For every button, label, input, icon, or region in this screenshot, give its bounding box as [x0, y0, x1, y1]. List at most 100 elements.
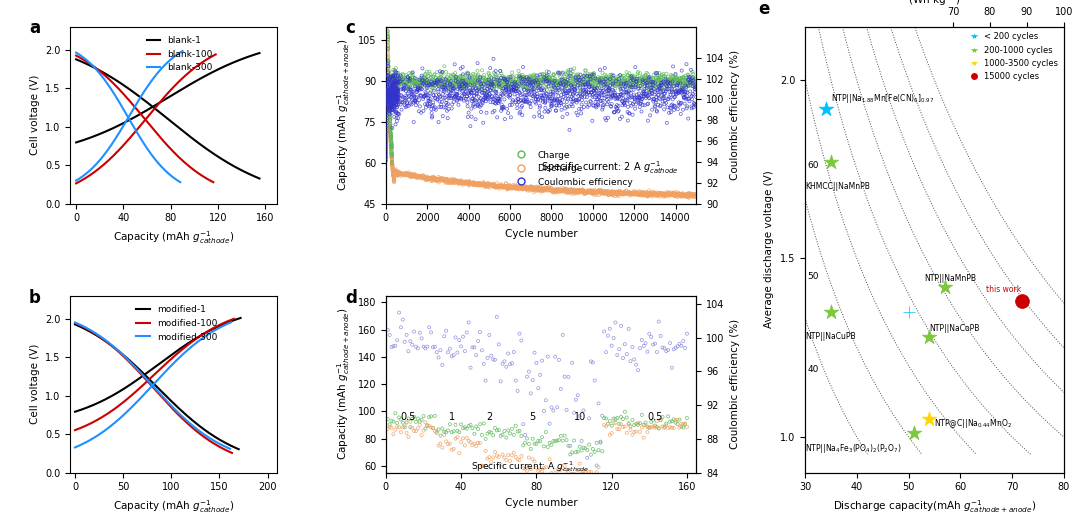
- Point: [400, 414, 417, 423]
- Point: [593, 84, 610, 93]
- Point: [508, 72, 525, 80]
- Point: [551, 80, 568, 88]
- Point: [612, 413, 630, 421]
- Point: [553, 72, 570, 81]
- Point: [585, 188, 603, 196]
- Point: [379, 12, 396, 20]
- Point: [571, 186, 589, 194]
- Point: [393, 77, 410, 85]
- Point: [505, 348, 523, 356]
- Point: [456, 80, 473, 89]
- Point: [652, 332, 670, 340]
- Point: [387, 71, 404, 80]
- Point: [548, 187, 565, 195]
- Point: [637, 339, 654, 347]
- Point: [441, 94, 458, 102]
- Point: [598, 189, 616, 197]
- Point: [688, 93, 705, 101]
- Point: [537, 97, 554, 105]
- Point: [454, 76, 471, 84]
- Point: [429, 75, 446, 83]
- Point: [453, 81, 470, 90]
- Point: [487, 71, 504, 79]
- Point: [442, 176, 459, 184]
- Point: [505, 90, 523, 99]
- Point: [647, 190, 664, 198]
- Point: [586, 187, 604, 196]
- Point: [590, 188, 607, 196]
- Point: [475, 74, 492, 82]
- Point: [648, 191, 665, 199]
- Point: [384, 94, 402, 102]
- Point: [418, 78, 435, 87]
- Point: [518, 80, 536, 89]
- Point: [382, 124, 400, 132]
- Point: [463, 424, 481, 432]
- Point: [653, 91, 671, 99]
- Point: [437, 75, 455, 84]
- Point: [458, 84, 475, 93]
- Point: [583, 187, 600, 195]
- Point: [387, 66, 404, 74]
- Point: [594, 101, 611, 109]
- Point: [577, 83, 594, 91]
- Point: [598, 74, 616, 82]
- Point: [540, 80, 557, 88]
- Point: [387, 168, 404, 177]
- Point: [605, 87, 622, 96]
- Point: [642, 73, 659, 82]
- Point: [438, 76, 456, 84]
- Point: [621, 72, 638, 81]
- Point: [585, 89, 603, 97]
- Point: [539, 185, 556, 194]
- Point: [578, 89, 595, 98]
- Point: [379, 3, 396, 12]
- Point: [405, 172, 422, 181]
- Point: [453, 438, 470, 447]
- Point: [546, 186, 564, 194]
- Point: [534, 79, 551, 87]
- Point: [540, 108, 557, 116]
- Point: [380, 90, 397, 99]
- Point: [558, 186, 576, 195]
- Point: [610, 72, 627, 81]
- Point: [637, 421, 654, 430]
- Point: [390, 169, 407, 177]
- Point: [678, 60, 696, 68]
- Point: [380, 97, 397, 106]
- Point: [511, 427, 528, 435]
- Point: [485, 183, 502, 191]
- Point: [388, 169, 405, 178]
- Point: [389, 73, 406, 82]
- Point: [380, 81, 397, 89]
- Point: [561, 186, 578, 195]
- Point: [503, 68, 521, 77]
- Point: [386, 176, 403, 185]
- Point: [636, 190, 653, 199]
- Point: [495, 105, 512, 113]
- Point: [684, 190, 701, 199]
- Point: [625, 76, 643, 85]
- Point: [531, 185, 549, 193]
- Point: [391, 170, 408, 179]
- Point: [386, 87, 403, 96]
- Point: [431, 103, 448, 112]
- Point: [686, 99, 703, 107]
- Point: [477, 376, 495, 385]
- Point: [542, 184, 559, 192]
- Point: [556, 431, 573, 440]
- Point: [532, 183, 550, 192]
- Point: [578, 189, 595, 197]
- Point: [498, 363, 515, 371]
- Point: [522, 77, 539, 85]
- Point: [621, 82, 638, 91]
- Point: [379, 72, 396, 80]
- Point: [381, 105, 399, 114]
- Point: [612, 81, 630, 90]
- Point: [468, 78, 485, 87]
- Point: [380, 98, 397, 106]
- Point: [382, 133, 400, 142]
- Point: [639, 70, 657, 79]
- Point: [685, 76, 702, 84]
- Point: [447, 79, 464, 88]
